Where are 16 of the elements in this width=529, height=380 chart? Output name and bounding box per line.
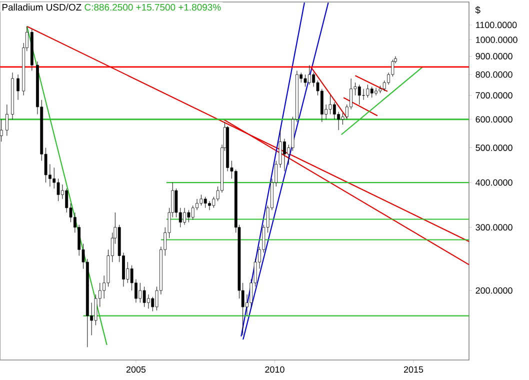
y-tick-label: 1000.0000 (476, 36, 518, 43)
y-tick-label: 1100.0000 (476, 22, 517, 28)
y-tick-label: 900.0000 (476, 53, 512, 60)
y-tick-label: 200.0000 (476, 287, 512, 294)
chart-subtitle: C:886.2500 +15.7500 +1.8093% (84, 4, 221, 11)
y-tick-label: 400.0000 (476, 179, 512, 186)
x-tick-label: 2015 (404, 366, 424, 373)
y-tick-label: 500.0000 (476, 144, 512, 151)
chart-title: Palladium USD/OZ (2, 4, 82, 11)
y-tick-label: 300.0000 (476, 224, 512, 231)
y-axis-title: $ (475, 6, 480, 14)
y-tick-label: 700.0000 (476, 92, 512, 99)
y-tick-label: 600.0000 (476, 116, 512, 123)
x-tick-label: 2010 (265, 366, 284, 373)
y-tick-label: 800.0000 (476, 71, 512, 78)
x-tick-label: 2005 (126, 366, 146, 373)
